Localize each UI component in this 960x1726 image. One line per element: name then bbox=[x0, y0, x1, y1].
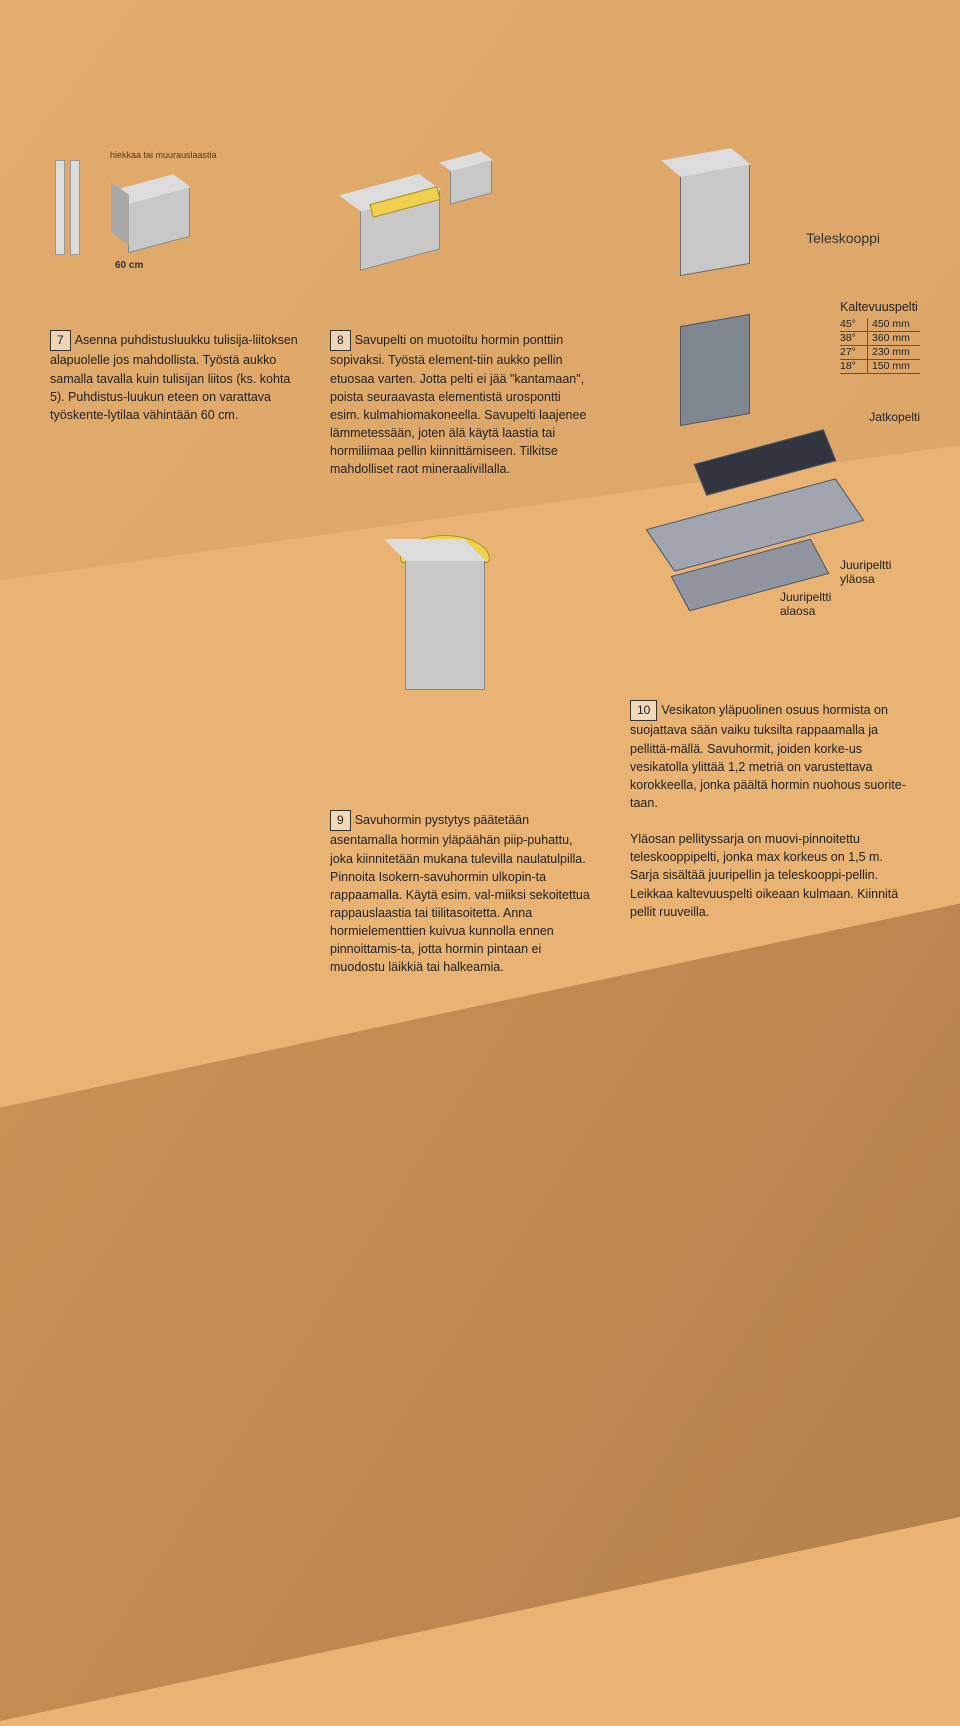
angle-table-title: Kaltevuuspelti bbox=[840, 300, 920, 316]
block-diagram-1 bbox=[128, 187, 190, 254]
vertical-element-2 bbox=[70, 160, 80, 255]
step-8-number: 8 bbox=[330, 330, 351, 351]
step-7-body: Asenna puhdistusluukku tulisija-liitokse… bbox=[50, 333, 298, 422]
angle-row: 27°230 mm bbox=[840, 346, 920, 360]
block-diagram-small bbox=[450, 159, 492, 204]
jatkopelti-label: Jatkopelti bbox=[869, 410, 920, 424]
vertical-element-1 bbox=[55, 160, 65, 255]
step-9-text: 9Savuhormin pystytys päätetään asentamal… bbox=[330, 810, 590, 976]
chimney-column bbox=[405, 560, 485, 690]
angle-table: Kaltevuuspelti 45°450 mm 38°360 mm 27°23… bbox=[840, 300, 920, 374]
material-note: hiekkaa tai muurauslaastia bbox=[110, 150, 217, 160]
step-7-text: 7Asenna puhdistusluukku tulisija-liitoks… bbox=[50, 330, 305, 424]
step-8-text: 8Savupelti on muotoiltu hormin ponttiin … bbox=[330, 330, 590, 478]
juuripeltti-ylaosa-label: Juuripeltti yläosa bbox=[840, 558, 920, 586]
exploded-part-inner bbox=[680, 314, 750, 426]
step-9-body: Savuhormin pystytys päätetään asentamall… bbox=[330, 813, 590, 974]
step-10-text: 10Vesikaton yläpuolinen osuus hormista o… bbox=[630, 700, 910, 921]
angle-row: 38°360 mm bbox=[840, 332, 920, 346]
angle-row: 18°150 mm bbox=[840, 360, 920, 374]
block-tall-top bbox=[680, 164, 750, 276]
teleskooppi-label: Teleskooppi bbox=[806, 230, 880, 246]
sixty-cm-label: 60 cm bbox=[115, 260, 143, 271]
angle-row: 45°450 mm bbox=[840, 318, 920, 332]
juuripeltti-alaosa-label: Juuripeltti alaosa bbox=[780, 590, 860, 618]
step-8-body: Savupelti on muotoiltu hormin ponttiin s… bbox=[330, 333, 586, 476]
step-10-number: 10 bbox=[630, 700, 657, 721]
step-9-number: 9 bbox=[330, 810, 351, 831]
step-7-number: 7 bbox=[50, 330, 71, 351]
step-10-body: Vesikaton yläpuolinen osuus hormista on … bbox=[630, 703, 906, 919]
